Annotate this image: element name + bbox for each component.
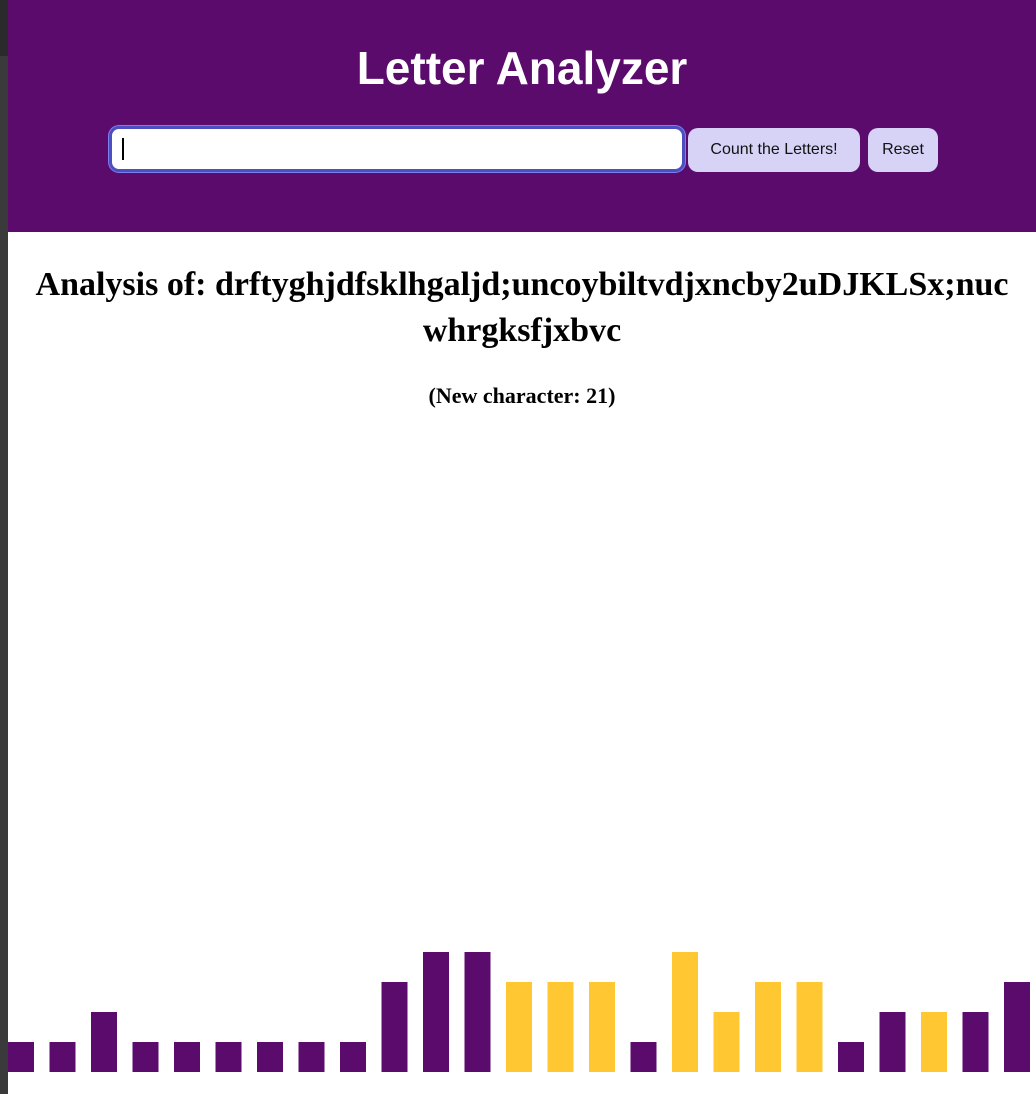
left-window-edge-top xyxy=(0,0,8,56)
chart-bar-21 xyxy=(838,1042,864,1072)
letter-frequency-chart xyxy=(8,900,1036,1072)
chart-bar-25 xyxy=(1004,982,1030,1072)
page-title: Letter Analyzer xyxy=(356,42,688,94)
chart-bar-10 xyxy=(381,982,408,1072)
app-page: Letter Analyzer Count the Letters! Reset… xyxy=(8,0,1036,1094)
chart-bar-14 xyxy=(547,982,574,1072)
chart-bar-24 xyxy=(962,1012,989,1072)
chart-bar-13 xyxy=(506,982,532,1072)
chart-bar-7 xyxy=(257,1042,283,1072)
chart-bar-9 xyxy=(340,1042,366,1072)
chart-bar-2 xyxy=(49,1042,76,1072)
chart-bar-11 xyxy=(423,952,449,1072)
chart-bar-22 xyxy=(879,1012,906,1072)
letters-input[interactable] xyxy=(109,126,685,172)
chart-bar-8 xyxy=(298,1042,325,1072)
chart-bar-4 xyxy=(132,1042,159,1072)
count-letters-button[interactable]: Count the Letters! xyxy=(688,128,860,172)
chart-bar-23 xyxy=(921,1012,947,1072)
chart-bar-15 xyxy=(589,982,615,1072)
analysis-heading: Analysis of: drftyghjdfsklhgaljd;uncoybi… xyxy=(35,266,1009,349)
chart-bar-20 xyxy=(796,982,823,1072)
chart-bar-18 xyxy=(713,1012,740,1072)
new-character-count: (New character: 21) xyxy=(428,383,616,408)
chart-bar-6 xyxy=(215,1042,242,1072)
letter-frequency-chart-svg xyxy=(8,952,1030,1072)
chart-bar-3 xyxy=(91,1012,117,1072)
chart-bar-17 xyxy=(672,952,698,1072)
header: Letter Analyzer Count the Letters! Reset xyxy=(8,0,1036,232)
chart-bar-16 xyxy=(630,1042,657,1072)
chart-bar-5 xyxy=(174,1042,200,1072)
reset-button[interactable]: Reset xyxy=(868,128,938,172)
text-caret xyxy=(122,138,124,160)
chart-bar-19 xyxy=(755,982,781,1072)
left-window-edge xyxy=(0,56,8,1094)
chart-bar-12 xyxy=(464,952,491,1072)
chart-bar-1 xyxy=(8,1042,34,1072)
